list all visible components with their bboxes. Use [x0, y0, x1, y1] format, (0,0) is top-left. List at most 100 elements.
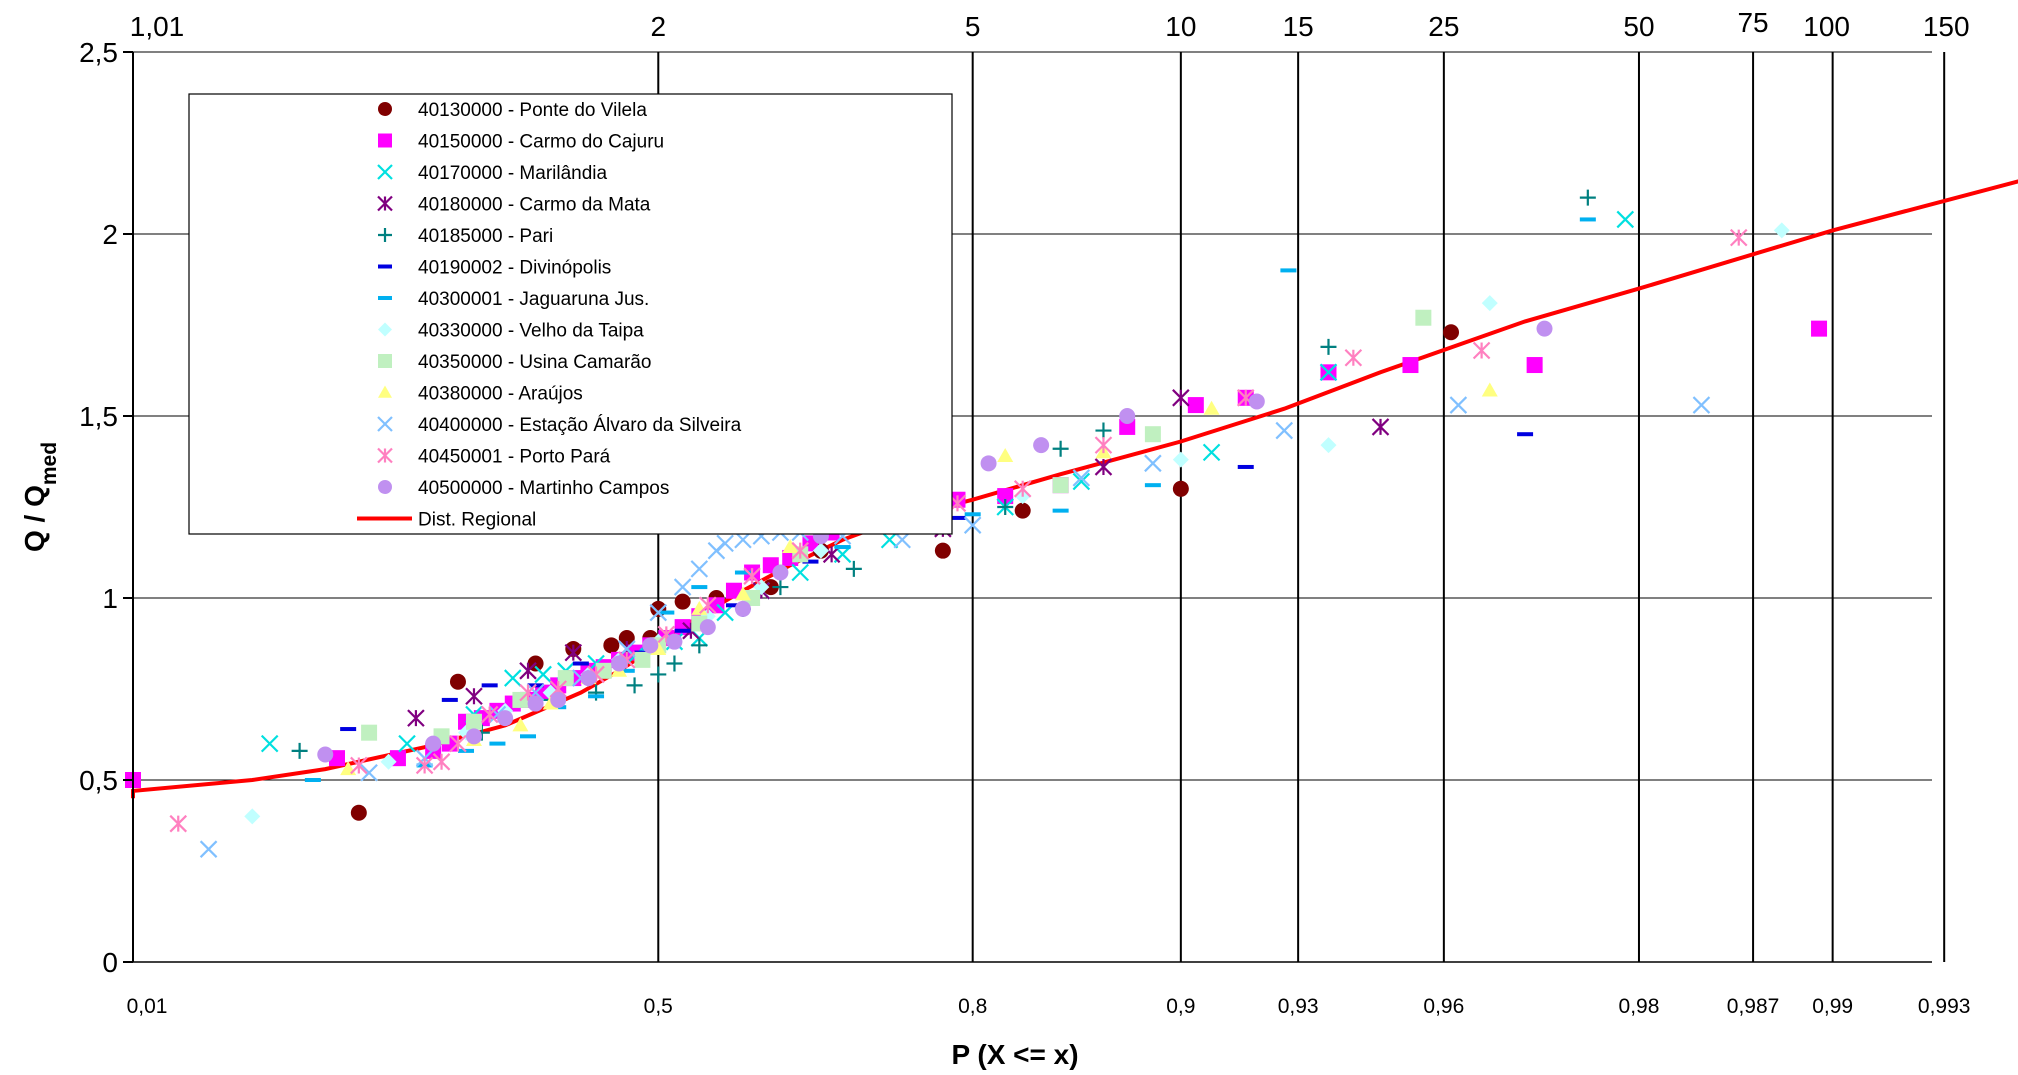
- data-point: [1052, 477, 1069, 494]
- data-point: [690, 560, 709, 578]
- data-point: [291, 742, 308, 759]
- data-point: [465, 713, 482, 730]
- data-point: [580, 670, 597, 687]
- data-point: [1481, 295, 1498, 312]
- x-tick-label-top: 100: [1803, 11, 1850, 42]
- data-point: [1371, 418, 1390, 436]
- legend-swatch: [378, 264, 392, 269]
- data-point: [603, 637, 620, 654]
- data-point: [674, 593, 691, 610]
- data-point: [489, 741, 506, 746]
- data-point: [1144, 454, 1162, 473]
- data-point: [691, 585, 708, 590]
- data-point: [1579, 189, 1596, 206]
- data-point: [1275, 421, 1294, 440]
- data-point: [465, 687, 483, 706]
- x-axis-title: P (X <= x): [951, 1039, 1078, 1070]
- data-point: [1013, 480, 1032, 498]
- data-point: [626, 677, 643, 694]
- y-tick-label: 2: [102, 219, 118, 250]
- legend-swatch: [378, 102, 392, 116]
- data-point: [812, 542, 829, 559]
- data-point: [1203, 400, 1220, 415]
- x-tick-label-top: 150: [1923, 11, 1970, 42]
- x-tick-label-top: 5: [965, 11, 981, 42]
- data-point: [997, 448, 1014, 463]
- data-point: [744, 590, 761, 606]
- data-point: [441, 697, 458, 702]
- data-point: [497, 710, 514, 727]
- data-point: [199, 840, 218, 858]
- data-point: [1773, 222, 1790, 239]
- data-point: [964, 512, 981, 517]
- legend-label: 40190002 - Divinópolis: [418, 258, 611, 279]
- data-point: [782, 539, 799, 554]
- data-point: [1072, 472, 1091, 491]
- legend-swatch: [378, 296, 392, 300]
- data-point: [557, 670, 574, 687]
- data-point: [1402, 357, 1419, 374]
- data-point: [1481, 382, 1498, 397]
- data-point: [398, 734, 416, 753]
- data-point: [791, 541, 810, 560]
- data-point: [360, 763, 378, 782]
- y-axis-title-main: Q / Q: [19, 485, 50, 552]
- data-point: [317, 746, 334, 763]
- data-point: [658, 610, 675, 615]
- data-point: [674, 628, 691, 633]
- y-tick-label: 0,5: [79, 765, 118, 796]
- data-point: [1472, 341, 1491, 360]
- x-tick-label-bottom: 0,99: [1812, 995, 1853, 1018]
- data-point: [1172, 480, 1189, 497]
- data-point: [1144, 426, 1161, 443]
- data-point: [534, 665, 552, 684]
- legend-label: 40130000 - Ponte do Vilela: [418, 100, 647, 121]
- data-point: [504, 669, 522, 687]
- data-point: [716, 534, 734, 553]
- data-point: [725, 582, 742, 599]
- legend-swatch: [377, 195, 393, 212]
- legend-label: 40185000 - Pari: [418, 226, 553, 247]
- data-point: [432, 753, 451, 771]
- data-point: [1033, 437, 1050, 454]
- data-point: [425, 735, 442, 752]
- data-point: [611, 655, 628, 672]
- x-tick-label-top: 10: [1165, 11, 1196, 42]
- data-point: [481, 683, 498, 688]
- data-point: [519, 662, 537, 680]
- data-point: [1443, 324, 1460, 341]
- legend-label: 40380000 - Araújos: [418, 384, 583, 405]
- data-point: [1144, 483, 1161, 488]
- data-point: [834, 545, 851, 550]
- data-point: [634, 651, 651, 668]
- legend-swatch: [378, 385, 392, 398]
- data-point: [1280, 268, 1297, 273]
- data-point: [527, 695, 544, 712]
- data-point: [1579, 217, 1596, 222]
- data-point: [1517, 432, 1534, 437]
- data-point: [304, 778, 321, 782]
- y-tick-label: 1: [102, 583, 118, 614]
- data-point: [1119, 408, 1136, 424]
- data-point: [1172, 451, 1189, 468]
- series-40500000-martinho-campos: [317, 320, 1553, 763]
- data-point: [772, 579, 789, 596]
- legend-swatch: [377, 416, 393, 432]
- data-point: [1237, 464, 1254, 469]
- data-point: [802, 559, 819, 564]
- legend-swatch: [378, 480, 392, 494]
- x-tick-label-top: 25: [1428, 11, 1459, 42]
- legend-swatch: [378, 228, 392, 242]
- data-point: [572, 661, 589, 666]
- data-point: [361, 724, 378, 741]
- series-40130000-ponte-do-vilela: [350, 324, 1460, 821]
- data-point: [650, 666, 667, 683]
- data-point: [1202, 443, 1221, 462]
- legend-swatch: [378, 322, 392, 337]
- data-point: [1052, 508, 1069, 513]
- legend: 40130000 - Ponte do Vilela 40150000 - Car…: [357, 100, 742, 531]
- y-tick-label: 2,5: [79, 37, 118, 68]
- data-point: [1187, 397, 1204, 414]
- data-point: [1616, 210, 1635, 229]
